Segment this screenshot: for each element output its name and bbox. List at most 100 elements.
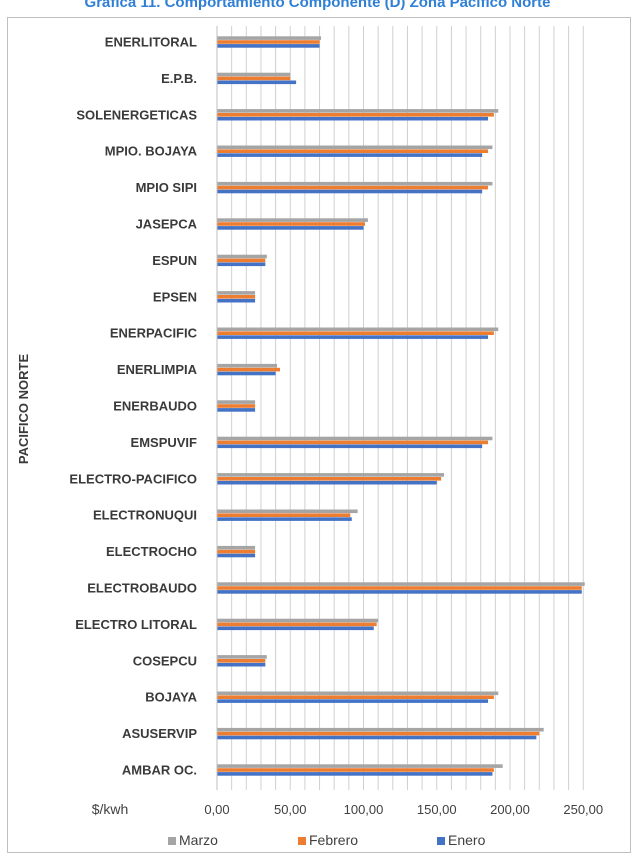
bar-marzo — [217, 327, 499, 332]
chart-frame — [7, 17, 631, 853]
x-tick-label: 250,00 — [563, 802, 603, 817]
bar-marzo — [217, 363, 278, 368]
bar-marzo — [217, 436, 493, 441]
bar-enero — [217, 262, 266, 267]
bar-febrero — [217, 440, 489, 445]
group-label: PACIFICO NORTE — [16, 354, 31, 465]
bar-enero — [217, 699, 489, 703]
legend-label-febrero: Febrero — [309, 832, 358, 848]
bar-enero — [217, 371, 276, 376]
bar-febrero — [217, 549, 256, 554]
legend-swatch-enero — [437, 837, 445, 845]
bar-marzo — [217, 509, 358, 514]
bar-marzo — [217, 109, 499, 113]
category-label: MPIO. BOJAYA — [105, 144, 198, 159]
category-label: ELECTROCHO — [106, 544, 197, 559]
bar-marzo — [217, 145, 493, 150]
x-tick-label: 0,00 — [204, 802, 229, 817]
bar-febrero — [217, 295, 256, 299]
bar-febrero — [217, 258, 266, 263]
bar-enero — [217, 735, 537, 740]
category-label: ELECTRO LITORAL — [75, 617, 197, 632]
category-label: MPIO SIPI — [136, 180, 197, 195]
bar-marzo — [217, 181, 493, 186]
bar-marzo — [217, 655, 267, 659]
category-label: COSEPCU — [133, 653, 197, 668]
bar-enero — [217, 44, 320, 48]
bar-marzo — [217, 254, 267, 259]
bar-enero — [217, 116, 489, 121]
category-label: E.P.B. — [161, 71, 197, 86]
category-label: ESPUN — [152, 253, 197, 268]
bar-enero — [217, 626, 374, 631]
bar-febrero — [217, 695, 494, 699]
bar-marzo — [217, 291, 256, 295]
bar-febrero — [217, 586, 582, 590]
x-tick-label: 100,00 — [344, 802, 384, 817]
bar-febrero — [217, 768, 494, 772]
bar-febrero — [217, 222, 365, 226]
category-label: ENERBAUDO — [113, 399, 197, 414]
legend-swatch-febrero — [298, 837, 306, 845]
bar-febrero — [217, 659, 266, 663]
x-tick-label: 50,00 — [274, 802, 307, 817]
bar-marzo — [217, 582, 585, 586]
bar-febrero — [217, 113, 494, 117]
category-label: ASUSERVIP — [122, 726, 197, 741]
category-label: ELECTRO-PACIFICO — [69, 471, 197, 486]
category-label: AMBAR OC. — [122, 763, 197, 778]
bar-marzo — [217, 764, 503, 768]
unit-label: $/kwh — [92, 801, 129, 817]
legend-label-marzo: Marzo — [179, 832, 218, 848]
x-tick-label: 200,00 — [490, 802, 530, 817]
bar-enero — [217, 80, 297, 85]
bar-marzo — [217, 691, 499, 696]
bar-febrero — [217, 367, 280, 372]
bar-enero — [217, 444, 483, 449]
chart-title: Gráfica 11. Comportamiento Componente (D… — [84, 0, 551, 11]
bar-febrero — [217, 331, 494, 335]
bar-enero — [217, 226, 364, 230]
x-tick-label: 150,00 — [417, 802, 457, 817]
category-label: ENERPACIFIC — [110, 326, 198, 341]
bar-marzo — [217, 473, 445, 477]
bar-marzo — [217, 727, 544, 732]
bar-enero — [217, 590, 582, 594]
bar-marzo — [217, 36, 322, 40]
bar-enero — [217, 335, 489, 339]
bar-enero — [217, 298, 256, 303]
bar-febrero — [217, 731, 540, 736]
legend-label-enero: Enero — [448, 832, 486, 848]
category-label: SOLENERGETICAS — [76, 107, 197, 122]
bar-marzo — [217, 618, 379, 623]
bar-marzo — [217, 218, 368, 222]
category-label: ELECTRONUQUI — [93, 508, 197, 523]
bar-febrero — [217, 404, 256, 408]
bar-febrero — [217, 149, 489, 153]
bar-febrero — [217, 76, 291, 81]
category-label: JASEPCA — [136, 217, 198, 232]
bar-febrero — [217, 185, 489, 190]
bar-febrero — [217, 513, 351, 517]
category-label: EPSEN — [153, 289, 197, 304]
bar-marzo — [217, 545, 256, 550]
bar-marzo — [217, 72, 291, 77]
bar-febrero — [217, 622, 377, 627]
bar-enero — [217, 189, 483, 194]
legend-swatch-marzo — [168, 837, 176, 845]
bar-enero — [217, 480, 437, 485]
category-label: ENERLIMPIA — [117, 362, 198, 377]
category-label: BOJAYA — [145, 690, 197, 705]
bar-marzo — [217, 400, 256, 404]
bar-enero — [217, 517, 352, 521]
category-label: ELECTROBAUDO — [87, 581, 197, 596]
category-label: ENERLITORAL — [105, 35, 197, 50]
bar-febrero — [217, 40, 320, 44]
category-label: EMSPUVIF — [131, 435, 198, 450]
bar-enero — [217, 662, 266, 667]
bar-febrero — [217, 477, 442, 481]
bar-enero — [217, 408, 256, 412]
bar-enero — [217, 153, 483, 157]
bar-enero — [217, 553, 256, 558]
